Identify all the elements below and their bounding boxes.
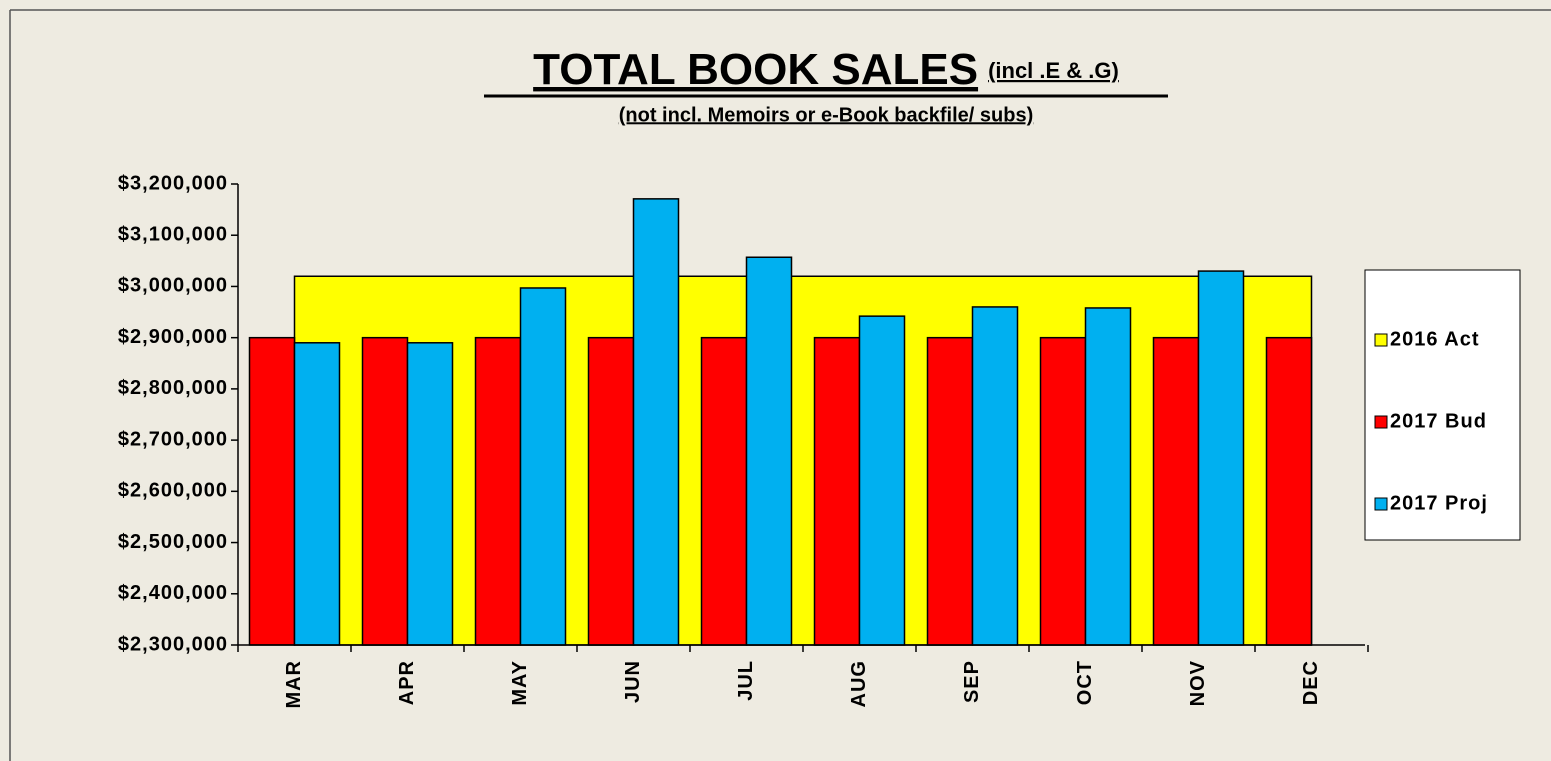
legend-swatch [1374,497,1388,511]
legend-box [1364,269,1521,541]
x-tick-label: SEP [961,660,983,703]
y-tick-label: $2,800,000 [118,377,228,399]
x-tick-label: APR [396,660,418,705]
x-tick-label: AUG [848,660,870,707]
bar [926,336,974,646]
x-tick-label: NOV [1187,660,1209,706]
chart-title: TOTAL BOOK SALES (incl .E & .G) [533,45,1119,94]
legend-swatch [1374,333,1388,347]
x-tick-label: MAR [283,660,305,709]
bar [700,336,748,646]
bar [248,336,296,646]
y-tick-label: $2,900,000 [118,326,228,348]
y-tick-label: $2,600,000 [118,480,228,502]
legend-label: 2017 Proj [1390,492,1488,514]
bar [1197,270,1245,646]
bar [1039,336,1087,646]
x-tick-label: OCT [1074,660,1096,705]
bar [971,306,1019,646]
legend-swatch [1374,415,1388,429]
y-tick-label: $3,100,000 [118,224,228,246]
bar [1152,336,1200,646]
y-tick-label: $2,500,000 [118,531,228,553]
bar [1265,336,1313,646]
legend-label: 2017 Bud [1390,410,1487,432]
bar [587,336,635,646]
bar [474,336,522,646]
bar [813,336,861,646]
chart-subtitle: (not incl. Memoirs or e-Book backfile/ s… [619,104,1034,126]
title-main: TOTAL BOOK SALES [533,45,978,94]
bar [1084,307,1132,646]
x-tick-label: DEC [1300,660,1322,705]
bar [745,256,793,646]
y-tick-label: $2,300,000 [118,633,228,655]
bar [293,342,341,646]
bar [519,287,567,646]
bar [406,342,454,646]
y-tick-label: $2,400,000 [118,582,228,604]
x-tick-label: JUL [735,660,757,701]
bar [361,336,409,646]
bar [858,315,906,646]
x-tick-label: MAY [509,660,531,706]
y-tick-label: $3,000,000 [118,275,228,297]
x-tick-label: JUN [622,660,644,703]
title-note: (incl .E & .G) [988,58,1119,83]
bar [632,198,680,646]
y-tick-label: $3,200,000 [118,172,228,194]
y-tick-label: $2,700,000 [118,428,228,450]
legend-label: 2016 Act [1390,328,1480,350]
